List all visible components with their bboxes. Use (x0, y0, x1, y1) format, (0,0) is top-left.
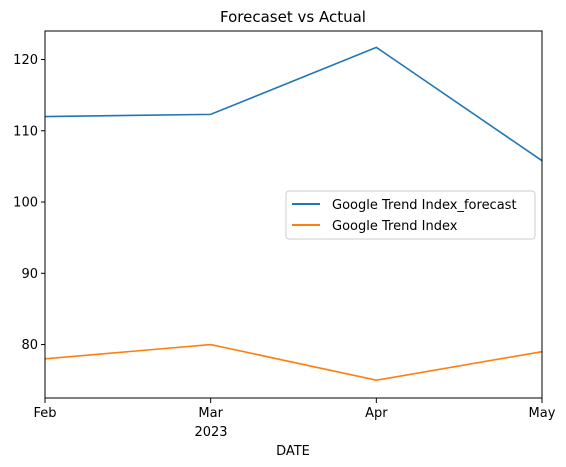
x-tick-label: May (529, 406, 556, 421)
x-axis-label: DATE (276, 444, 310, 459)
y-tick-label: 110 (13, 124, 38, 139)
y-axis: 80 90 100 110 120 (13, 53, 45, 353)
plot-frame (44, 30, 543, 399)
x-tick-label: Apr (365, 406, 388, 421)
plot-lines (44, 46, 543, 381)
y-tick-label: 100 (13, 196, 38, 211)
legend-label-forecast: Google Trend Index_forecast (332, 198, 517, 213)
x-year-label: 2023 (194, 425, 227, 440)
legend-box (285, 190, 536, 240)
y-tick-label: 80 (21, 338, 38, 353)
chart-title: Forecaset vs Actual (220, 8, 366, 26)
legend-label-actual: Google Trend Index (332, 219, 458, 234)
series-line-0 (44, 46, 543, 162)
x-tick-label: Mar (198, 406, 223, 421)
x-tick-label: Feb (33, 406, 56, 421)
y-tick-label: 120 (13, 53, 38, 68)
x-axis: Feb Mar Apr May (33, 398, 556, 421)
y-tick-label: 90 (21, 267, 38, 282)
legend: Google Trend Index_forecast Google Trend… (285, 190, 536, 240)
series-line-1 (44, 343, 543, 381)
